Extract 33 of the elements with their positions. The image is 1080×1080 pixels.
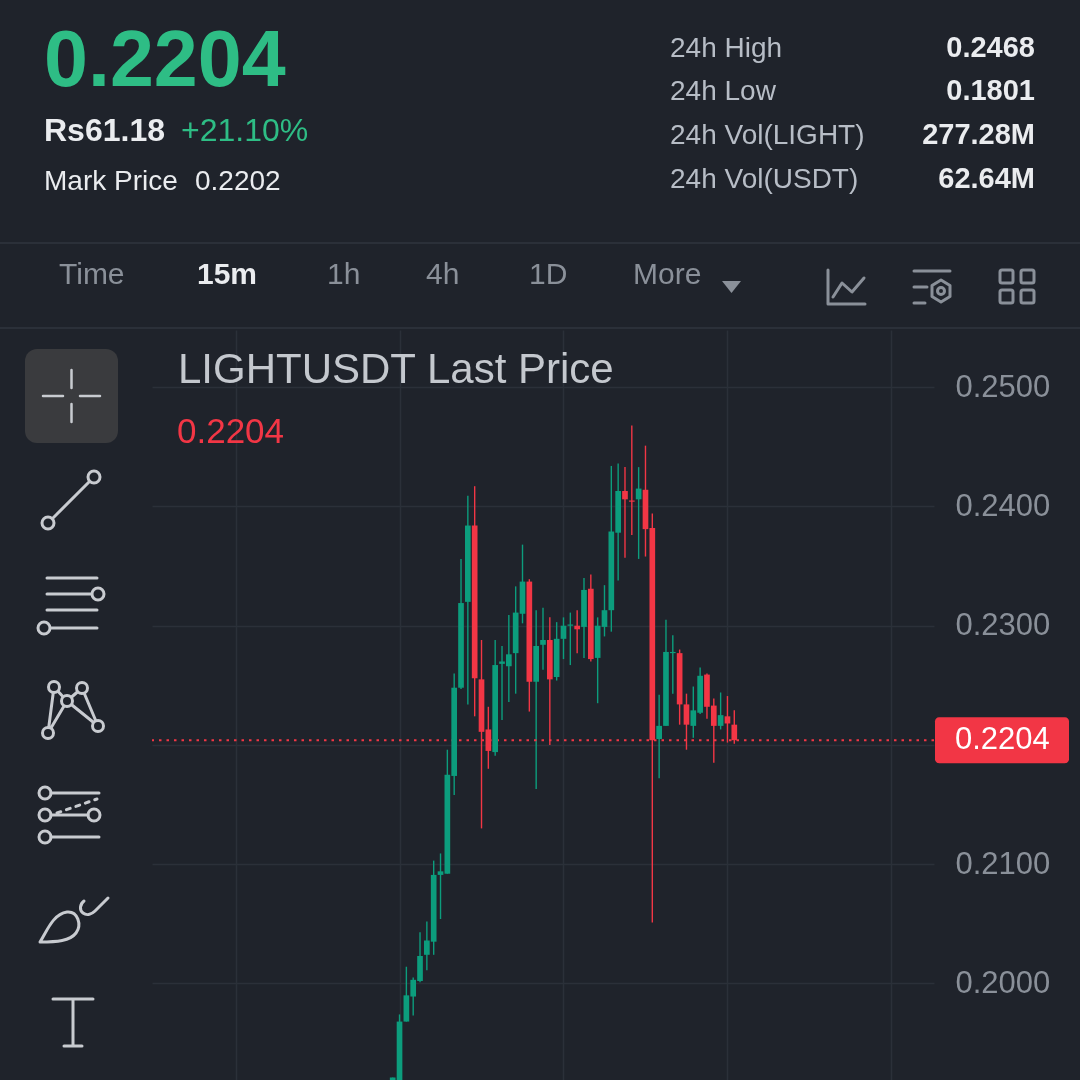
text: 24h High [670, 32, 783, 65]
text: 15m [197, 257, 258, 292]
text: +21.10% [181, 112, 309, 149]
text: 24h Vol(USDT) [670, 163, 859, 196]
y-tick-label: 0.2500 [955, 368, 1051, 404]
text: 1h [327, 257, 361, 292]
candlestick [540, 607, 546, 671]
text: 277.28M [922, 118, 1035, 152]
text: Time [59, 257, 125, 292]
text: 0.2204 [44, 14, 286, 105]
y-tick-label: 0.2300 [955, 607, 1051, 643]
candlestick [656, 694, 662, 780]
y-tick-label: 0.2400 [955, 487, 1051, 523]
text: 0.2468 [946, 31, 1035, 65]
text: 24h Low [670, 75, 776, 108]
text: 0.2204 [177, 411, 285, 452]
text: More [633, 257, 702, 292]
candlestick [622, 466, 628, 559]
y-tick-label: 0.2100 [955, 845, 1051, 881]
text: Rs61.18 [44, 112, 165, 149]
y-tick-label: 0.2000 [955, 964, 1051, 1000]
candlestick [717, 691, 724, 731]
text: 4h [426, 257, 460, 292]
text: 24h Vol(LIGHT) [670, 119, 865, 152]
candlestick [574, 609, 580, 654]
text: 0.1801 [946, 74, 1035, 108]
text: 1D [529, 257, 568, 292]
chart-title: LIGHTUSDT Last Price [178, 345, 614, 394]
text: 62.64M [938, 162, 1035, 196]
candlestick [437, 852, 444, 920]
text: 0.2202 [195, 165, 281, 198]
text: Mark Price [44, 165, 178, 198]
ref-line-label: 0.2204 [955, 721, 1050, 757]
